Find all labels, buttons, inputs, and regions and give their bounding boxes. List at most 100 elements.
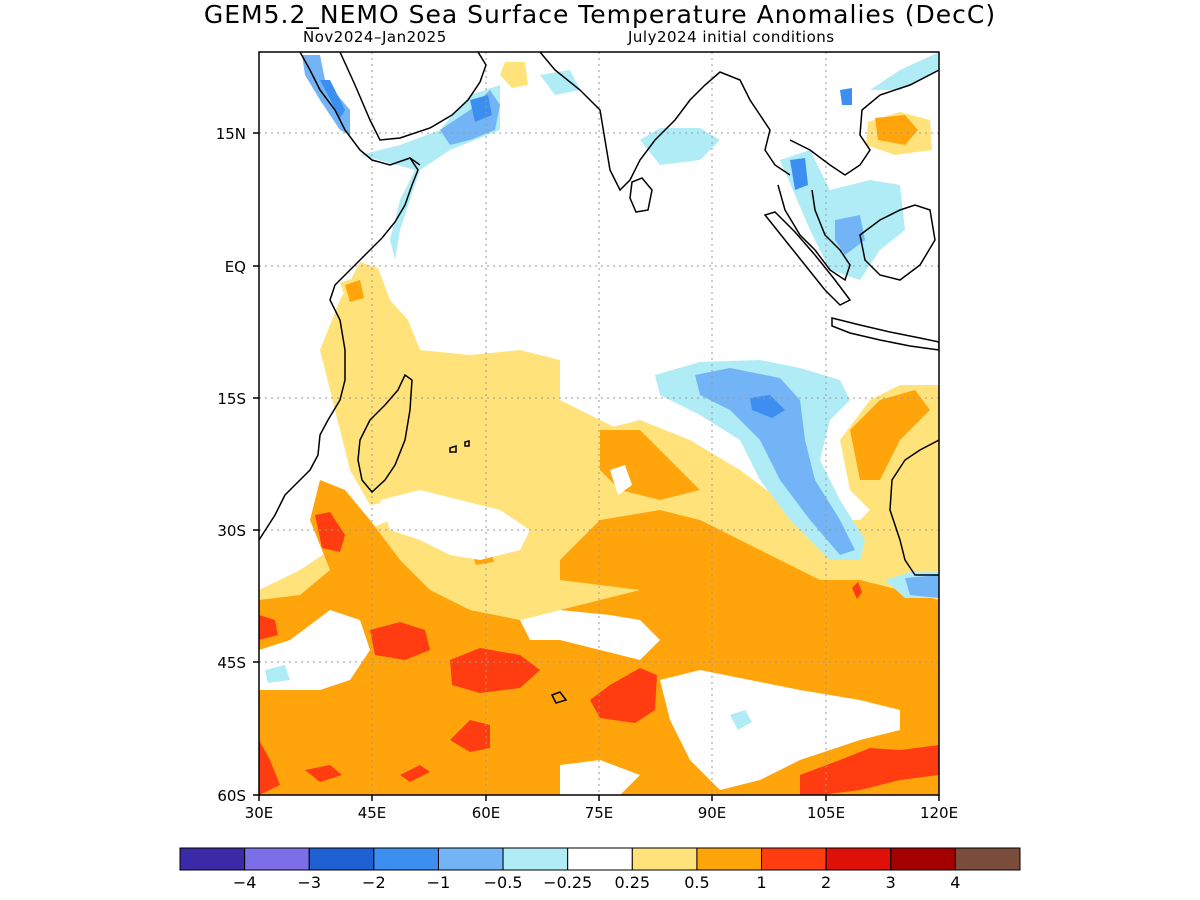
colorbar-swatch (890, 847, 956, 871)
lon-label: 105E (807, 804, 845, 822)
colorbar-label: −3 (297, 873, 321, 892)
anomaly-region-cool (905, 575, 939, 598)
map-title: GEM5.2_NEMO Sea Surface Temperature Anom… (203, 0, 997, 29)
coastline-arabia (339, 52, 487, 141)
tick-marks (253, 132, 940, 801)
coastline-africa (259, 157, 419, 541)
lon-label: 60E (472, 804, 501, 822)
colorbar-label: −0.25 (543, 873, 592, 892)
coastline-madagascar (357, 373, 413, 494)
lat-label: 30S (217, 522, 246, 540)
anomaly-region-strong-cool (790, 158, 808, 190)
colorbar-swatch (761, 847, 827, 871)
anomaly-region-weak-cool (730, 710, 752, 730)
anomaly-region-neutral (560, 760, 640, 795)
lat-label: EQ (225, 258, 246, 276)
anomaly-region-neutral (610, 465, 632, 495)
anomaly-region-strong-warm (450, 720, 490, 752)
anomaly-region-neutral (259, 610, 370, 690)
anomaly-region-neutral (520, 610, 660, 660)
colorbar-swatch (502, 847, 569, 871)
anomaly-region-weak-warm (320, 262, 700, 560)
anomaly-region-strong-cool (750, 395, 785, 418)
anomaly-region-weak-cool (265, 665, 290, 683)
coastline-java (831, 317, 939, 351)
coastlines (259, 52, 939, 704)
lat-label: 15S (217, 390, 246, 408)
colorbar-swatch (373, 847, 439, 871)
anomaly-region-weak-cool (870, 52, 939, 90)
anomaly-region-neutral (380, 490, 530, 560)
colorbar-swatch (567, 847, 633, 871)
coastline-australia (889, 439, 939, 576)
colorbar-label: 0.5 (684, 873, 709, 892)
colorbar-swatch (696, 847, 763, 871)
coastline-kerguelen (550, 691, 568, 704)
coastline-borneo (859, 204, 936, 281)
colorbar-swatch (244, 847, 310, 871)
colorbar-swatch (631, 847, 698, 871)
anomaly-region-strong-warm (305, 765, 342, 782)
subtitle-initial-conditions: July2024 initial conditions (628, 28, 835, 46)
coastline-somalia-horn (371, 157, 421, 166)
colorbar-swatch (954, 847, 1021, 871)
colorbar-label: −4 (233, 873, 257, 892)
anomaly-region-warm (345, 280, 364, 302)
anomaly-field (259, 52, 939, 795)
anomaly-region-strong-warm (315, 512, 345, 552)
colorbar-label: 0.25 (614, 873, 650, 892)
colorbar-label: −0.5 (484, 873, 523, 892)
colorbar: −4 −3 −2 −1 −0.5 −0.25 0.25 0.5 1 2 3 4 (179, 847, 1021, 892)
colorbar-label: 3 (886, 873, 896, 892)
anomaly-region-neutral (660, 670, 900, 790)
lon-label: 90E (698, 804, 727, 822)
subtitle-period: Nov2024–Jan2025 (303, 28, 447, 46)
anomaly-region-weak-warm (500, 62, 528, 88)
colorbar-swatch (437, 847, 504, 871)
anomaly-region-strong-warm (259, 740, 280, 795)
lon-label: 75E (585, 804, 614, 822)
latitude-labels: 15N EQ 15S 30S 45S 60S (216, 125, 246, 805)
graticule (259, 52, 939, 795)
coastline-malay-peninsula (777, 184, 851, 282)
anomaly-region-strong-warm (400, 765, 430, 782)
colorbar-label: 2 (821, 873, 831, 892)
lon-label: 120E (920, 804, 958, 822)
anomaly-region-warm (850, 390, 930, 480)
colorbar-label: −2 (362, 873, 386, 892)
colorbar-swatch (308, 847, 375, 871)
anomaly-region-cool (695, 368, 855, 555)
coastline-red-sea-west (299, 52, 373, 161)
anomaly-region-cool (302, 55, 350, 135)
lat-label: 45S (217, 654, 246, 672)
lon-label: 45E (358, 804, 387, 822)
colorbar-swatch (179, 847, 246, 871)
coastline-mascarene (449, 440, 470, 453)
anomaly-region-strong-warm (800, 745, 939, 795)
anomaly-region-warm (875, 115, 918, 145)
anomaly-region-strong-warm (259, 615, 278, 640)
anomaly-region-cool (835, 215, 865, 255)
coastline-sri-lanka (629, 177, 653, 213)
coastline-sumatra (763, 211, 852, 306)
lat-label: 15N (216, 125, 246, 143)
anomaly-region-weak-cool (780, 150, 905, 280)
anomaly-region-strong-warm (450, 648, 540, 693)
lat-label: 60S (217, 787, 246, 805)
longitude-labels: 30E 45E 60E 75E 90E 105E 120E (245, 804, 958, 822)
coastline-indochina (789, 69, 939, 176)
anomaly-region-strong-warm (370, 622, 430, 660)
anomaly-region-strong-cool (320, 80, 345, 118)
colorbar-label: 1 (756, 873, 766, 892)
colorbar-label: −1 (427, 873, 451, 892)
colorbar-label: 4 (950, 873, 960, 892)
anomaly-region-strong-warm (590, 668, 657, 723)
anomaly-region-weak-cool (540, 70, 580, 95)
anomaly-region-strong-cool (840, 88, 852, 105)
anomaly-region-weak-cool (640, 128, 720, 165)
anomaly-region-strong-warm (852, 582, 862, 599)
coastline-india (539, 52, 791, 192)
colorbar-swatch (825, 847, 892, 871)
lon-label: 30E (245, 804, 274, 822)
